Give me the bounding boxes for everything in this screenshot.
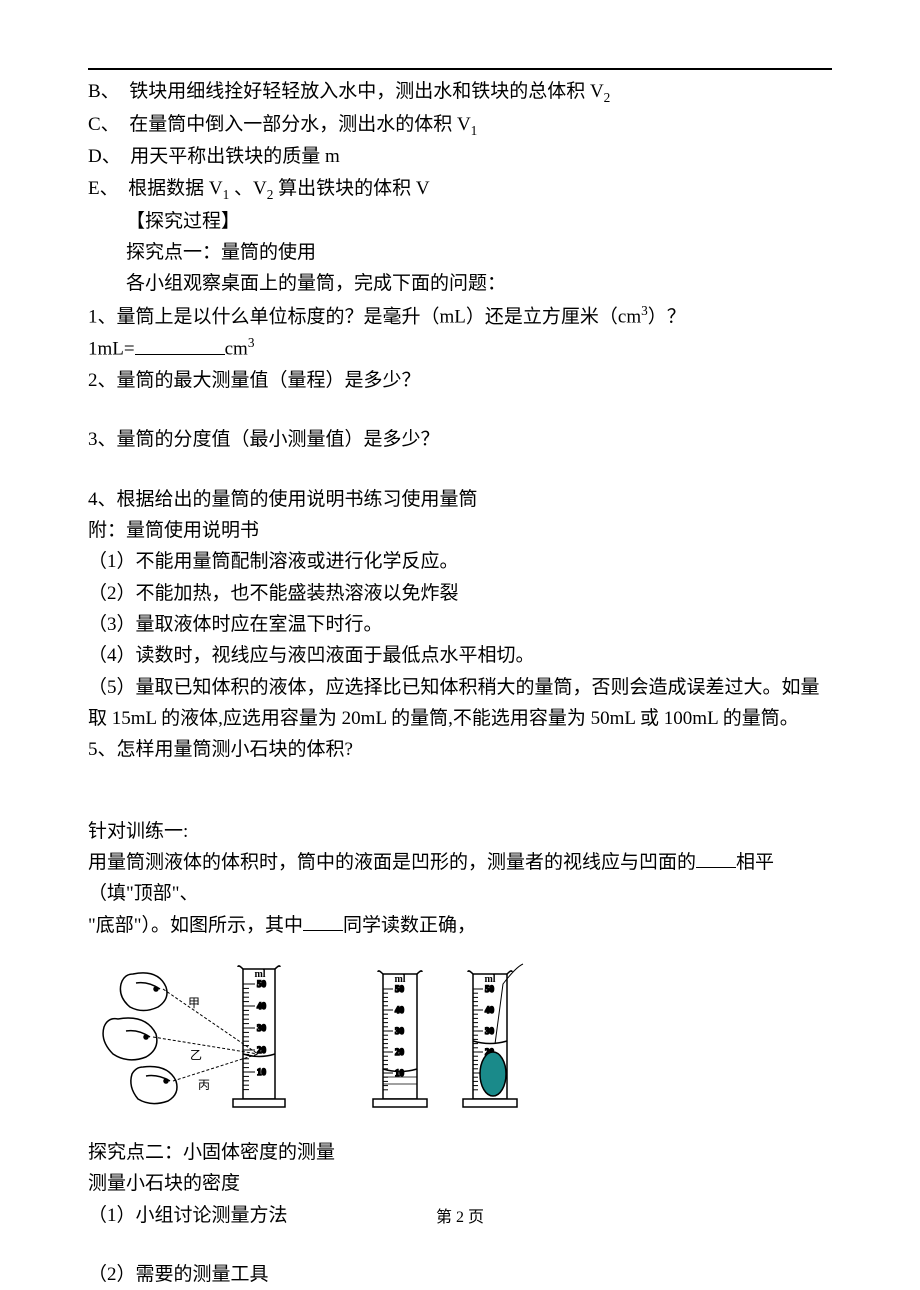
q1-end: ）？ (648, 306, 686, 327)
manual-2: （2）不能加热，也不能盛装热溶液以免炸裂 (88, 578, 832, 609)
svg-text:40: 40 (257, 1001, 267, 1011)
item-e-text1: 根据数据 V (128, 178, 222, 199)
q1-unit-right: cm (225, 339, 248, 360)
q1-text: 1、量筒上是以什么单位标度的？是毫升（mL）还是立方厘米（cm (88, 306, 641, 327)
page-content: B、 铁块用细线拴好轻轻放入水中，测出水和铁块的总体积 V2 C、 在量筒中倒入… (0, 0, 920, 1290)
q1-blank (135, 336, 225, 355)
page-footer: 第 2 页 (0, 1203, 920, 1227)
svg-text:40: 40 (395, 1005, 405, 1015)
svg-text:20: 20 (395, 1047, 405, 1057)
diagram-displacement: 1020304050 ml 1020304050 ml (358, 959, 558, 1119)
process-title: 【探究过程】 (88, 206, 832, 237)
item-b: B、 铁块用细线拴好轻轻放入水中，测出水和铁块的总体积 V2 (88, 76, 832, 109)
practice-title: 针对训练一: (88, 816, 832, 847)
svg-text:20: 20 (257, 1045, 267, 1055)
practice-line2a: "底部"）。如图所示，其中 (88, 915, 303, 936)
q1: 1、量筒上是以什么单位标度的？是毫升（mL）还是立方厘米（cm3）？ (88, 300, 832, 333)
q4: 4、根据给出的量筒的使用说明书练习使用量筒 (88, 484, 832, 515)
item-c-sub: 1 (471, 123, 478, 138)
q3: 3、量筒的分度值（最小测量值）是多少？ (88, 424, 832, 455)
practice-line1a: 用量筒测液体的体积时，筒中的液面是凹形的，测量者的视线应与凹面的 (88, 852, 696, 873)
q1-unit-left: 1mL= (88, 339, 135, 360)
q2: 2、量筒的最大测量值（量程）是多少？ (88, 365, 832, 396)
item-e-text3: 算出铁块的体积 V (273, 178, 429, 199)
practice-line2b: 同学读数正确， (343, 915, 476, 936)
q1-unit: 1mL= cm3 (88, 332, 832, 365)
manual-4: （4）读数时，视线应与液凹液面于最低点水平相切。 (88, 640, 832, 671)
q1-sup: 3 (641, 303, 648, 318)
svg-text:ml: ml (484, 974, 495, 985)
item-c-text: 在量筒中倒入一部分水，测出水的体积 V (129, 114, 470, 135)
svg-text:50: 50 (257, 979, 267, 989)
q1-unit-sup: 3 (248, 335, 255, 350)
svg-text:10: 10 (395, 1068, 405, 1078)
svg-text:40: 40 (485, 1005, 495, 1015)
svg-text:ml: ml (254, 969, 265, 980)
point1-title: 探究点一：量筒的使用 (88, 237, 832, 268)
item-d-text: 用天平称出铁块的质量 m (130, 146, 340, 167)
item-b-sub: 2 (604, 90, 611, 105)
manual-5: （5）量取已知体积的液体，应选择比已知体积稍大的量筒，否则会造成误差过大。如量取… (88, 672, 832, 735)
svg-text:30: 30 (485, 1026, 495, 1036)
practice-blank-1 (696, 867, 736, 868)
svg-text:50: 50 (395, 984, 405, 994)
manual-3: （3）量取液体时应在室温下时行。 (88, 609, 832, 640)
svg-text:30: 30 (395, 1026, 405, 1036)
svg-text:ml: ml (394, 974, 405, 985)
item-e-text2: 、V (229, 178, 266, 199)
item-d: D、 用天平称出铁块的质量 m (88, 141, 832, 172)
manual-1: （1）不能用量筒配制溶液或进行化学反应。 (88, 546, 832, 577)
practice-line1: 用量筒测液体的体积时，筒中的液面是凹形的，测量者的视线应与凹面的相平（填"顶部"… (88, 847, 832, 910)
point2-title: 探究点二：小固体密度的测量 (88, 1137, 832, 1168)
practice-blank-2 (303, 930, 343, 931)
practice-line2: "底部"）。如图所示，其中 同学读数正确， (88, 910, 832, 941)
manual-title: 附：量筒使用说明书 (88, 515, 832, 546)
svg-text:甲: 甲 (188, 996, 200, 1010)
svg-text:丙: 丙 (198, 1078, 210, 1092)
svg-text:10: 10 (257, 1067, 267, 1077)
svg-text:50: 50 (485, 984, 495, 994)
diagram-reading-cylinder: 10 20 30 40 50 ml (88, 959, 298, 1119)
top-rule (88, 68, 832, 70)
item-c: C、 在量筒中倒入一部分水，测出水的体积 V1 (88, 109, 832, 142)
diagrams-row: 10 20 30 40 50 ml (88, 959, 832, 1119)
item-e: E、 根据数据 V1 、V2 算出铁块的体积 V (88, 173, 832, 206)
point2-2: （2）需要的测量工具 (88, 1259, 832, 1290)
q5: 5、怎样用量筒测小石块的体积? (88, 734, 832, 765)
item-b-text: 铁块用细线拴好轻轻放入水中，测出水和铁块的总体积 V (129, 81, 603, 102)
svg-text:乙: 乙 (190, 1048, 202, 1062)
svg-text:30: 30 (257, 1023, 267, 1033)
point1-intro: 各小组观察桌面上的量筒，完成下面的问题： (88, 268, 832, 299)
point2-sub: 测量小石块的密度 (88, 1168, 832, 1199)
